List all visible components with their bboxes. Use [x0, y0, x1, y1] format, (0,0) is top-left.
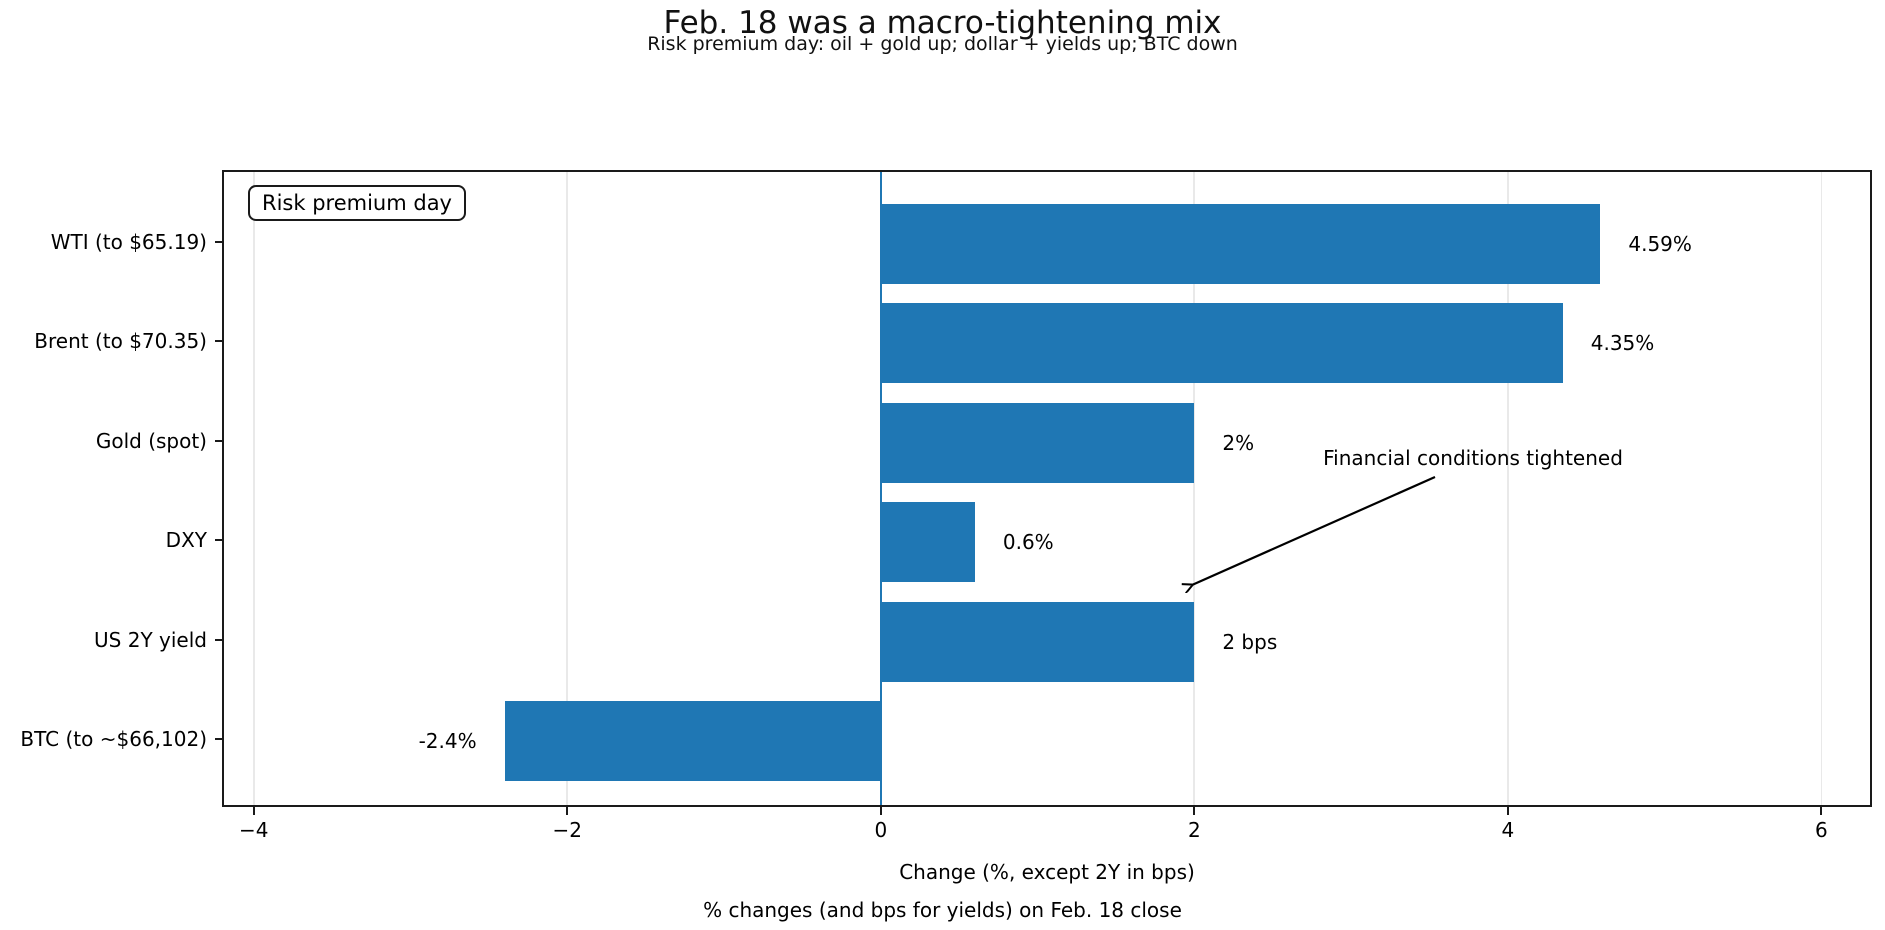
annotation-text: Financial conditions tightened	[1323, 446, 1623, 470]
x-tick-4	[1506, 807, 1509, 815]
x-axis-label: Change (%, except 2Y in bps)	[899, 860, 1195, 884]
category-tick-us-2y-yield	[215, 638, 222, 641]
x-tick-0	[879, 807, 882, 815]
chart-subtitle: Risk premium day: oil + gold up; dollar …	[647, 33, 1238, 55]
category-label-brent-to-70-35: Brent (to $70.35)	[34, 329, 207, 354]
bar-brent-to-70-35	[880, 303, 1563, 384]
x-gridline-6	[1820, 172, 1823, 805]
bar-btc-to-66-102	[504, 701, 881, 781]
bar-gold-spot	[880, 402, 1195, 483]
x-tick-label-0: 0	[874, 818, 888, 842]
category-label-btc-to-66-102: BTC (to ~$66,102)	[20, 727, 207, 751]
category-label-gold-spot: Gold (spot)	[95, 428, 207, 453]
category-tick-btc-to-66-102	[215, 738, 222, 740]
x-tick-label-6: 6	[1815, 818, 1828, 842]
legend-box-label: Risk premium day	[262, 191, 452, 215]
value-label-brent-to-70-35: 4.35%	[1590, 331, 1655, 356]
x-gridline-4	[1506, 172, 1509, 805]
x-tick-label-2: −2	[552, 818, 583, 842]
bar-us-2y-yield	[880, 601, 1195, 682]
x-tick-label-4: −4	[239, 818, 269, 842]
x-tick-6	[1820, 807, 1823, 815]
x-gridline-4	[252, 172, 255, 805]
x-tick-label-2: 2	[1187, 818, 1201, 842]
value-label-btc-to-66-102: -2.4%	[418, 729, 477, 753]
category-label-dxy: DXY	[165, 528, 207, 553]
chart-title: Feb. 18 was a macro-tightening mix	[663, 5, 1222, 41]
category-tick-dxy	[215, 539, 222, 542]
category-tick-wti-to-65-19	[215, 241, 222, 243]
plot-area: 4.59% 4.35% 2% 0.6% 2 bps -2.4% Risk premium …	[222, 170, 1872, 807]
x-gridline-2	[566, 172, 569, 805]
bar-wti-to-65-19	[880, 204, 1601, 284]
x-tick-4	[252, 807, 255, 815]
x-tick-2	[1193, 807, 1196, 815]
value-label-us-2y-yield: 2 bps	[1222, 629, 1278, 654]
x-tick-label-4: 4	[1501, 818, 1515, 842]
category-tick-gold-spot	[215, 439, 222, 442]
x-tick-2	[566, 807, 569, 815]
category-tick-brent-to-70-35	[215, 340, 222, 343]
legend-box: Risk premium day	[248, 185, 466, 221]
zero-axis-line	[879, 172, 883, 805]
category-label-wti-to-65-19: WTI (to $65.19)	[50, 230, 207, 254]
footer-caption: % changes (and bps for yields) on Feb. 1…	[703, 898, 1182, 922]
category-label-us-2y-yield: US 2Y yield	[94, 627, 207, 652]
value-label-gold-spot: 2%	[1222, 430, 1255, 455]
value-label-dxy: 0.6%	[1002, 530, 1054, 555]
bar-dxy	[880, 502, 975, 583]
value-label-wti-to-65-19: 4.59%	[1628, 232, 1692, 256]
